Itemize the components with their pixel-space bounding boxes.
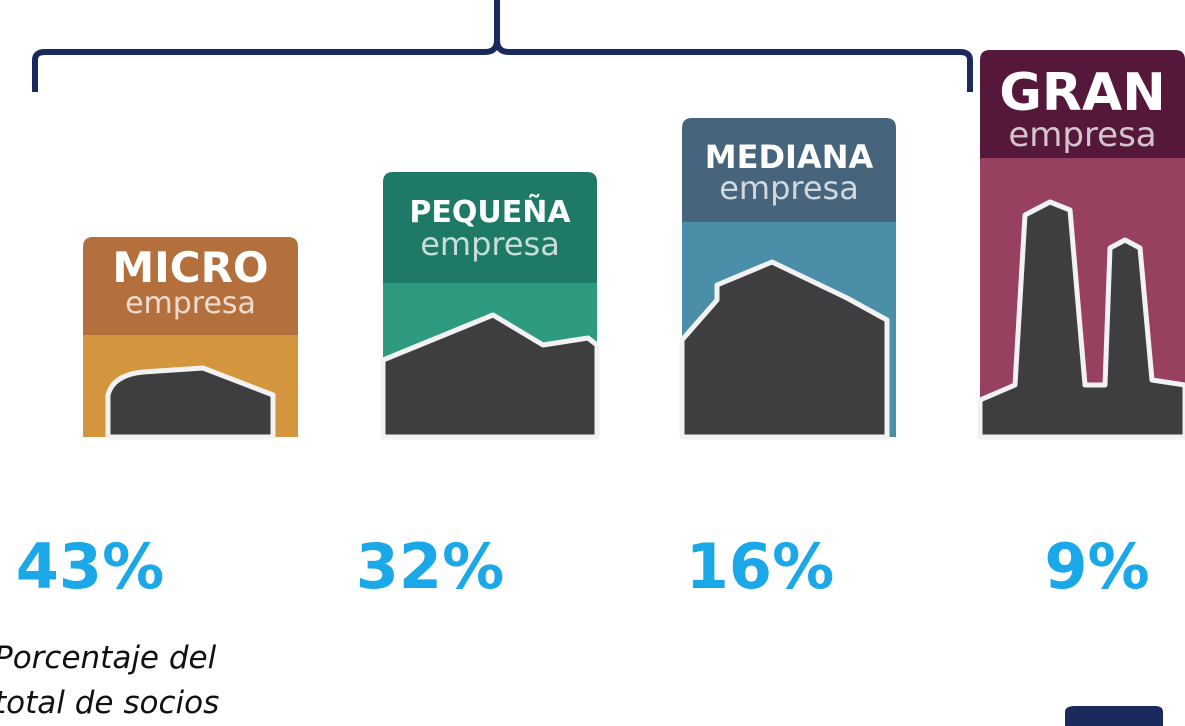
card-title: GRAN [999,63,1166,123]
infographic: MICROempresa43%PEQUEÑAempresa32%MEDIANAe… [0,0,1185,726]
percentage: 43% [16,530,164,603]
card-subtitle: empresa [420,225,560,263]
percentage: 9% [1044,530,1149,603]
note-line: total de socios [0,685,219,721]
cards: MICROempresa43%PEQUEÑAempresa32%MEDIANAe… [16,50,1185,603]
percentage: 32% [356,530,504,603]
percentage: 16% [686,530,834,603]
card-title: MICRO [112,243,268,292]
card-subtitle: empresa [719,169,859,207]
note-line: Porcentaje del [0,640,217,676]
card-subtitle: empresa [125,286,256,321]
card-subtitle: empresa [1008,115,1156,155]
bracket [35,0,970,92]
logo [1065,706,1163,726]
